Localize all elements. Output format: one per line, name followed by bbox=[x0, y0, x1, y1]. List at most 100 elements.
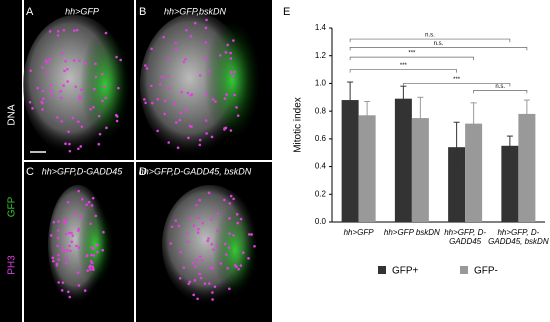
ph3-dot bbox=[63, 69, 66, 73]
ph3-dot bbox=[235, 213, 239, 216]
ph3-dot bbox=[205, 92, 209, 96]
ph3-dot bbox=[233, 93, 236, 97]
ph3-dot bbox=[51, 259, 55, 263]
ph3-dot bbox=[228, 202, 232, 205]
ph3-dot bbox=[198, 143, 202, 147]
ph3-dot bbox=[84, 62, 87, 65]
ph3-dot bbox=[174, 121, 178, 124]
ph3-dot bbox=[94, 75, 98, 79]
significance-bracket bbox=[349, 69, 457, 73]
panel-letter: E bbox=[283, 6, 290, 18]
ph3-dot bbox=[117, 86, 120, 90]
significance-bracket bbox=[403, 83, 511, 87]
ph3-dot bbox=[229, 57, 233, 60]
ph3-dot bbox=[150, 84, 153, 88]
ph3-dot bbox=[198, 138, 202, 142]
ph3-dot bbox=[247, 233, 251, 236]
ph3-dot bbox=[196, 231, 200, 234]
ph3-dot bbox=[194, 265, 197, 268]
ph3-dot bbox=[56, 236, 60, 240]
ph3-dot bbox=[64, 261, 68, 265]
ph3-dot bbox=[65, 256, 68, 260]
ph3-dot bbox=[78, 59, 81, 62]
ph3-dot bbox=[206, 239, 210, 243]
ph3-dot bbox=[228, 217, 231, 220]
ph3-dot bbox=[80, 125, 84, 128]
ph3-dot bbox=[68, 149, 72, 153]
ph3-dot bbox=[236, 221, 239, 225]
y-tick-label: 0.8 bbox=[315, 106, 327, 115]
ph3-dot bbox=[223, 242, 227, 246]
ph3-dot bbox=[74, 212, 77, 216]
ph3-dot bbox=[57, 258, 60, 261]
ph3-dot bbox=[186, 240, 190, 243]
ph3-dot bbox=[77, 227, 81, 231]
ph3-dot bbox=[86, 269, 89, 272]
ph3-dot bbox=[204, 41, 208, 44]
ph3-dot bbox=[233, 70, 236, 74]
ph3-dot bbox=[41, 101, 44, 105]
ph3-dot bbox=[185, 28, 188, 32]
legend-swatch bbox=[460, 266, 468, 274]
ph3-dot bbox=[223, 198, 226, 202]
ph3-dot bbox=[89, 107, 92, 111]
ph3-dot bbox=[66, 80, 69, 83]
ph3-dot bbox=[211, 291, 214, 294]
ph3-dot bbox=[207, 191, 211, 195]
ph3-dot bbox=[241, 251, 245, 255]
ph3-dot bbox=[89, 268, 92, 271]
ph3-dot bbox=[44, 59, 48, 62]
ph3-dot bbox=[68, 295, 72, 299]
ph3-dot bbox=[204, 26, 208, 30]
ph3-dot bbox=[42, 97, 45, 101]
panel-letter: A bbox=[26, 6, 34, 18]
ph3-dot bbox=[51, 256, 55, 260]
ph3-dot bbox=[80, 88, 83, 92]
ph3-dot bbox=[179, 111, 183, 115]
ph3-dot bbox=[91, 266, 95, 270]
legend-label: GFP+ bbox=[392, 266, 419, 277]
ph3-dot bbox=[215, 244, 219, 248]
ph3-dot bbox=[193, 21, 197, 25]
ph3-dot bbox=[219, 262, 223, 265]
ph3-dot bbox=[62, 84, 65, 87]
ph3-dot bbox=[232, 197, 235, 201]
ph3-dot bbox=[63, 249, 66, 253]
stain-label: GFP bbox=[7, 196, 18, 217]
bar bbox=[518, 113, 536, 222]
ph3-dot bbox=[96, 250, 99, 254]
bar bbox=[501, 145, 519, 222]
ph3-dot bbox=[239, 264, 243, 267]
ph3-dot bbox=[49, 84, 53, 87]
ph3-dot bbox=[59, 89, 63, 93]
x-tick-label: hh>GFP, D-GADD45, bskDN bbox=[488, 228, 549, 246]
panel-label: hh>GFP,D-GADD45 bbox=[42, 166, 124, 176]
ph3-dot bbox=[65, 218, 68, 222]
ph3-dot bbox=[229, 51, 232, 55]
ph3-dot bbox=[189, 93, 193, 97]
ph3-dot bbox=[94, 214, 98, 218]
ph3-dot bbox=[68, 244, 71, 248]
ph3-dot bbox=[211, 298, 214, 301]
ph3-dot bbox=[41, 89, 45, 93]
ph3-dot bbox=[74, 85, 78, 89]
ph3-dot bbox=[224, 51, 228, 54]
ph3-dot bbox=[186, 232, 189, 235]
tissue-images bbox=[23, 13, 260, 305]
ph3-dot bbox=[144, 101, 147, 105]
ph3-dot bbox=[60, 289, 64, 292]
ph3-dot bbox=[213, 285, 217, 288]
ph3-dot bbox=[56, 115, 59, 119]
ph3-dot bbox=[176, 146, 180, 149]
ph3-dot bbox=[229, 194, 233, 198]
ph3-dot bbox=[189, 34, 193, 38]
ph3-dot bbox=[184, 108, 188, 112]
ph3-dot bbox=[79, 145, 83, 148]
ph3-dot bbox=[31, 107, 34, 110]
ph3-dot bbox=[170, 225, 174, 229]
ph3-dot bbox=[178, 118, 182, 122]
y-tick-label: 1.0 bbox=[315, 79, 327, 88]
ph3-dot bbox=[197, 216, 201, 220]
ph3-dot bbox=[101, 72, 104, 76]
ph3-dot bbox=[60, 96, 63, 100]
